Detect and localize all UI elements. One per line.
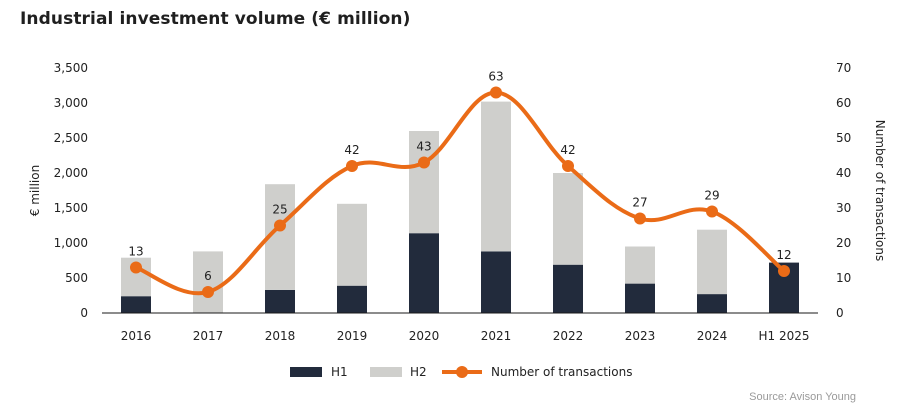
y-axis-title: € million xyxy=(28,165,42,216)
legend-h1-swatch xyxy=(290,367,322,377)
source-note: Source: Avison Young xyxy=(749,391,856,403)
bar-h2-4 xyxy=(409,131,439,234)
x-tick-label: 2024 xyxy=(697,329,728,343)
transactions-label-6: 42 xyxy=(560,143,575,157)
transactions-point-0 xyxy=(130,261,142,274)
x-tick-label: 2023 xyxy=(625,329,656,343)
y2-axis-title: Number of transactions xyxy=(873,120,887,261)
transactions-point-5 xyxy=(490,86,502,99)
bar-h1-3 xyxy=(337,285,367,313)
y2-tick-label: 40 xyxy=(836,166,851,180)
legend-h2-swatch xyxy=(370,367,402,377)
bar-h2-3 xyxy=(337,203,367,286)
y-tick-label: 1,500 xyxy=(54,201,88,215)
legend-h2-label: H2 xyxy=(410,365,427,379)
y-tick-label: 1,000 xyxy=(54,236,88,250)
transactions-label-4: 43 xyxy=(416,140,431,154)
bar-h2-7 xyxy=(625,246,655,284)
x-tick-label: 2021 xyxy=(481,329,512,343)
x-tick-label: 2020 xyxy=(409,329,440,343)
y-tick-label: 3,500 xyxy=(54,61,88,75)
legend-line-label: Number of transactions xyxy=(491,365,632,379)
transactions-label-7: 27 xyxy=(632,196,647,210)
legend-h1-label: H1 xyxy=(331,365,348,379)
transactions-label-9: 12 xyxy=(776,248,791,262)
transactions-label-2: 25 xyxy=(272,203,287,217)
y2-tick-label: 10 xyxy=(836,271,851,285)
bar-h2-5 xyxy=(481,101,511,252)
transactions-point-3 xyxy=(346,160,358,172)
transactions-point-1 xyxy=(202,286,214,298)
y2-tick-label: 50 xyxy=(836,131,851,145)
bar-h1-6 xyxy=(553,264,583,313)
transactions-label-1: 6 xyxy=(204,269,212,283)
y-tick-label: 2,500 xyxy=(54,131,88,145)
bar-h1-7 xyxy=(625,283,655,313)
y2-tick-label: 0 xyxy=(836,306,844,320)
bar-h1-4 xyxy=(409,233,439,313)
y-tick-label: 2,000 xyxy=(54,166,88,180)
y2-tick-label: 30 xyxy=(836,201,851,215)
y2-tick-label: 60 xyxy=(836,96,851,110)
y2-tick-label: 70 xyxy=(836,61,851,75)
bar-h1-0 xyxy=(121,296,151,313)
transactions-label-0: 13 xyxy=(128,245,143,259)
bar-h1-2 xyxy=(265,289,295,313)
x-tick-label: 2019 xyxy=(337,329,368,343)
transactions-point-8 xyxy=(706,205,718,218)
transactions-point-9 xyxy=(778,265,790,277)
bar-h2-8 xyxy=(697,229,727,295)
chart-title: Industrial investment volume (€ million) xyxy=(20,9,411,29)
x-tick-label: 2017 xyxy=(193,329,224,343)
transactions-line xyxy=(134,90,786,296)
y-tick-label: 500 xyxy=(65,271,88,285)
transactions-point-4 xyxy=(418,156,430,169)
legend-line-marker xyxy=(456,366,468,378)
transactions-point-6 xyxy=(562,160,574,172)
transactions-label-3: 42 xyxy=(344,143,359,157)
y-tick-label: 3,000 xyxy=(54,96,88,110)
transactions-label-5: 63 xyxy=(488,70,503,84)
transactions-point-2 xyxy=(274,219,286,232)
x-tick-label: 2016 xyxy=(121,329,152,343)
y2-tick-label: 20 xyxy=(836,236,851,250)
x-tick-label: 2018 xyxy=(265,329,296,343)
bar-h2-6 xyxy=(553,173,583,265)
bar-h2-1 xyxy=(193,251,223,313)
transactions-label-8: 29 xyxy=(704,189,719,203)
bar-h1-8 xyxy=(697,294,727,313)
bar-h1-5 xyxy=(481,251,511,313)
x-tick-label: H1 2025 xyxy=(758,329,809,343)
x-tick-label: 2022 xyxy=(553,329,584,343)
y-tick-label: 0 xyxy=(80,306,88,320)
transactions-point-7 xyxy=(634,212,646,225)
